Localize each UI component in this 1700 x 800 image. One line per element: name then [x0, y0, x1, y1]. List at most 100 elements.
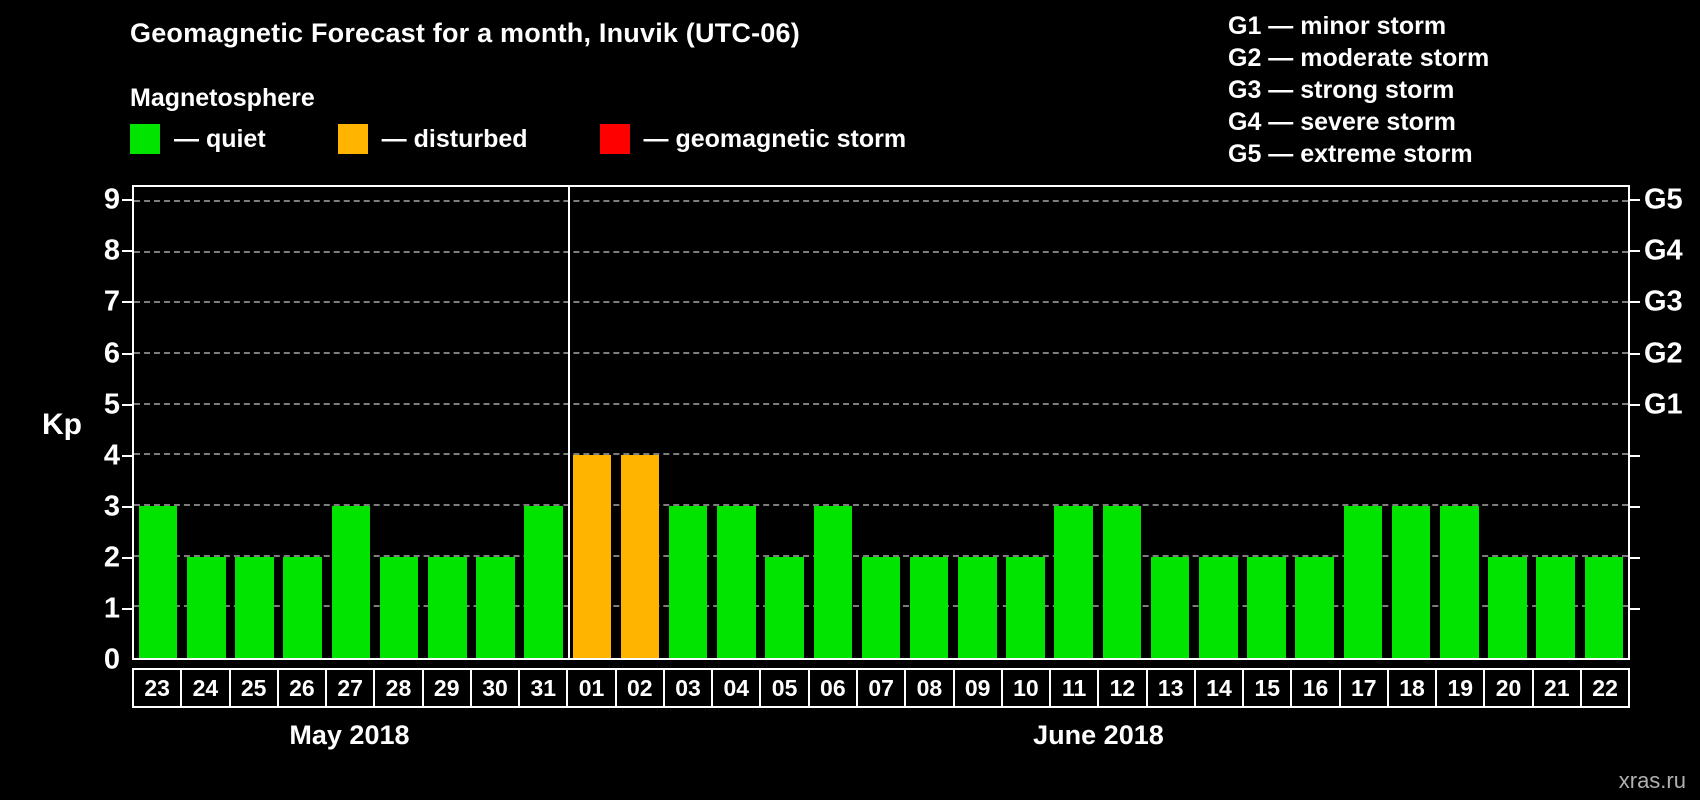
ytick-mark: [1630, 403, 1640, 406]
gridline: [134, 554, 1628, 557]
gridline: [134, 301, 1628, 304]
ytick-mark: [1630, 454, 1640, 457]
kp-bar: [1247, 556, 1286, 658]
legend-item-disturbed: — disturbed: [337, 124, 528, 154]
watermark: xras.ru: [1618, 768, 1686, 793]
month-label: June 2018: [1033, 720, 1164, 750]
kp-bar: [1343, 506, 1383, 658]
kp-bar: [668, 506, 708, 658]
day-label-cell: 08: [904, 668, 955, 708]
day-label-cell: 14: [1193, 668, 1245, 708]
ytick-mark: [122, 352, 132, 355]
ytick-mark: [122, 301, 132, 304]
legend-item-label: — disturbed: [381, 124, 528, 153]
day-label-cell: 21: [1531, 668, 1582, 708]
day-label-cell: 13: [1145, 668, 1196, 708]
ytick-label: 7: [103, 285, 120, 318]
day-label-cell: 19: [1435, 668, 1486, 708]
ytick-mark: [1630, 505, 1640, 508]
ytick-label: 9: [103, 183, 120, 216]
gridline: [134, 352, 1628, 355]
g-scale-label: G2: [1644, 337, 1683, 370]
day-label-cell: 26: [276, 668, 328, 708]
g-scale-label: G5: [1644, 183, 1683, 216]
ytick-mark: [122, 250, 132, 253]
kp-bar: [1440, 506, 1479, 658]
day-label-cell: 31: [518, 668, 569, 708]
kp-bar: [1536, 556, 1575, 658]
kp-bar: [958, 556, 997, 658]
day-label-cell: 10: [1000, 668, 1052, 708]
ytick-mark: [122, 403, 132, 406]
storm-scale-line: G3 — strong storm: [1228, 76, 1455, 104]
y-axis-title: Kp: [42, 408, 82, 441]
month-label-row: May 2018 June 2018: [132, 720, 1630, 751]
ytick-mark: [1630, 301, 1640, 304]
g-scale-label: G3: [1644, 285, 1683, 318]
day-label-cell: 07: [855, 668, 907, 708]
legend-item-label: — geomagnetic storm: [643, 124, 907, 153]
ytick-label: 0: [103, 643, 120, 676]
legend-row: — quiet — disturbed — geomagnetic storm: [130, 124, 906, 154]
day-label-cell: 24: [180, 668, 231, 708]
ytick-mark: [122, 454, 132, 457]
ytick-label: 5: [103, 388, 120, 421]
kp-bar: [1488, 556, 1527, 658]
day-label-cell: 04: [711, 668, 762, 708]
legend-item-label: — quiet: [174, 124, 266, 153]
storm-scale-line: G4 — severe storm: [1228, 108, 1456, 136]
storm-scale-line: G1 — minor storm: [1228, 12, 1447, 40]
kp-bar: [765, 556, 804, 658]
day-label-cell: 02: [614, 668, 665, 708]
quiet-color-swatch: [130, 124, 160, 154]
day-label-cell: 29: [421, 668, 472, 708]
day-label-cell: 09: [952, 668, 1003, 708]
kp-bar: [524, 506, 563, 658]
ytick-mark: [1630, 556, 1640, 559]
month-label: May 2018: [289, 720, 410, 750]
storm-scale-legend: G1 — minor storm G2 — moderate storm G3 …: [1228, 10, 1489, 170]
month-separator-line: [567, 187, 570, 658]
page-title: Geomagnetic Forecast for a month, Inuvik…: [130, 18, 800, 48]
kp-bar: [1391, 506, 1431, 658]
kp-bar: [1054, 506, 1094, 658]
kp-bar: [572, 455, 612, 658]
day-label-cell: 18: [1386, 668, 1438, 708]
day-label-cell: 11: [1049, 668, 1100, 708]
ytick-label: 3: [103, 490, 120, 523]
gridline: [134, 402, 1628, 405]
day-label-cell: 06: [807, 668, 858, 708]
ytick-mark: [1630, 250, 1640, 253]
kp-bar: [379, 556, 419, 658]
day-label-cell: 15: [1242, 668, 1293, 708]
day-label-cell: 25: [228, 668, 279, 708]
gridline: [134, 504, 1628, 507]
ytick-label: 6: [103, 337, 120, 370]
day-label-cell: 01: [566, 668, 617, 708]
ytick-label: 4: [103, 439, 120, 472]
kp-bar: [138, 506, 178, 658]
ytick-mark: [1630, 199, 1640, 202]
legend-item-quiet: — quiet: [130, 124, 266, 154]
day-label-cell: 23: [132, 668, 183, 708]
legend-item-storm: — geomagnetic storm: [599, 124, 907, 154]
x-axis-day-row: 23 24 25 26 27 28 29 30 31 01 02 03 04 05 06 07 08 09 10 11…: [132, 668, 1631, 708]
kp-bar: [427, 556, 467, 658]
kp-bar: [620, 455, 660, 658]
day-label-cell: 05: [759, 668, 810, 708]
storm-scale-line: G2 — moderate storm: [1228, 44, 1490, 72]
day-label-cell: 17: [1338, 668, 1389, 708]
kp-bar: [861, 556, 901, 658]
kp-bar: [1102, 506, 1142, 658]
gridline: [134, 250, 1628, 253]
g-scale-label: G4: [1644, 234, 1683, 267]
ytick-mark: [122, 199, 132, 202]
disturbed-color-swatch: [337, 124, 368, 154]
kp-bar: [1199, 556, 1238, 658]
kp-bar: [717, 506, 756, 658]
ytick-mark: [1630, 352, 1640, 355]
kp-bar: [1006, 556, 1045, 658]
day-label-cell: 22: [1579, 668, 1631, 708]
day-label-cell: 30: [469, 668, 521, 708]
day-label-cell: 03: [662, 668, 714, 708]
